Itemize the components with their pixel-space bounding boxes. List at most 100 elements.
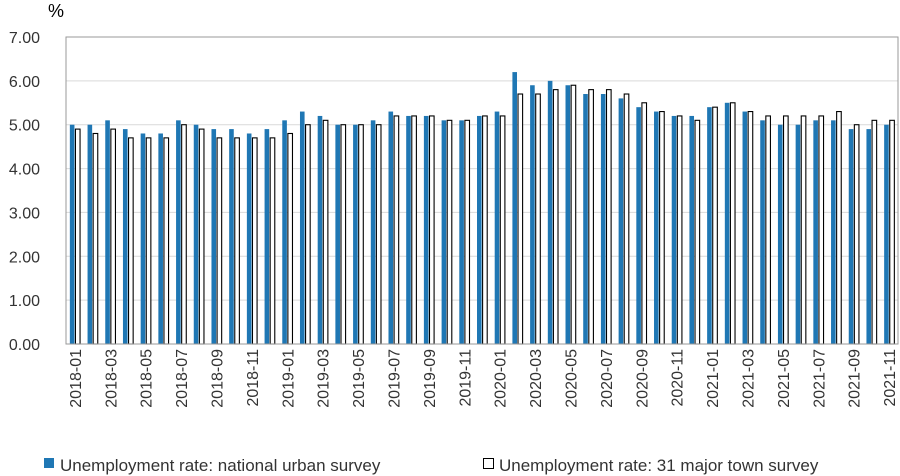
- bar-31-major-town: [570, 84, 577, 345]
- bar-31-major-town: [234, 137, 240, 345]
- bar-31-major-town: [871, 119, 878, 345]
- bar-national-urban: [884, 124, 889, 344]
- bar-national-urban: [565, 85, 571, 344]
- bar-national-urban: [848, 129, 854, 344]
- y-tick-label: 5.00: [9, 118, 40, 135]
- bar-national-urban: [229, 129, 234, 344]
- bar-national-urban: [299, 111, 305, 344]
- bar-31-major-town: [198, 128, 205, 345]
- bar-national-urban: [105, 120, 110, 344]
- x-tick-label: 2020-05: [564, 349, 581, 408]
- x-tick-label: 2021-09: [847, 349, 864, 408]
- bar-31-major-town: [782, 115, 789, 345]
- bar-31-major-town: [729, 102, 736, 345]
- bar-31-major-town: [482, 115, 488, 345]
- bar-national-urban: [282, 120, 287, 344]
- bar-31-major-town: [659, 111, 665, 345]
- x-axis-ticks: 2018-01 2018-03 2018-05 2018-07 2018-09 2018-…: [68, 349, 899, 408]
- bar-national-urban: [264, 129, 270, 344]
- x-tick-label: 2021-03: [741, 349, 758, 408]
- bar-national-urban: [547, 80, 553, 344]
- x-tick-label: 2018-11: [245, 349, 262, 407]
- bar-national-urban: [813, 120, 818, 344]
- y-tick-label: 7.00: [9, 30, 40, 47]
- x-tick-label: 2018-01: [68, 349, 85, 408]
- bar-31-major-town: [287, 132, 294, 345]
- x-tick-label: 2020-09: [634, 349, 651, 408]
- bar-national-urban: [689, 115, 695, 344]
- bar-31-major-town: [375, 124, 382, 345]
- bar-31-major-town: [552, 89, 559, 345]
- bar-national-urban: [335, 124, 340, 344]
- bar-31-major-town: [74, 128, 81, 345]
- bar-national-urban: [707, 107, 712, 345]
- y-tick-label: 1.00: [9, 293, 40, 310]
- bar-national-urban: [193, 124, 199, 344]
- bar-31-major-town: [836, 111, 842, 345]
- y-tick-label: 6.00: [9, 74, 40, 91]
- bar-31-major-town: [464, 119, 471, 345]
- x-tick-label: 2019-09: [422, 349, 439, 408]
- x-tick-label: 2021-07: [811, 349, 828, 408]
- x-tick-label: 2018-05: [139, 349, 156, 408]
- y-axis-ticks: 0.00 1.00 2.00 3.00 4.00 5.00 6.00 7.00: [9, 30, 40, 354]
- bar-31-major-town: [623, 93, 630, 345]
- bar-31-major-town: [747, 111, 754, 345]
- bar-31-major-town: [517, 93, 524, 345]
- bar-national-urban: [406, 115, 411, 344]
- bar-31-major-town: [428, 115, 435, 345]
- bar-31-major-town: [605, 89, 612, 345]
- bar-national-urban: [654, 111, 659, 344]
- bar-31-major-town: [676, 115, 683, 345]
- bar-31-major-town: [340, 124, 347, 345]
- bar-31-major-town: [358, 124, 364, 345]
- bar-31-major-town: [110, 128, 117, 345]
- bar-31-major-town: [128, 137, 134, 345]
- bar-national-urban: [512, 72, 518, 344]
- bar-national-urban: [122, 129, 128, 344]
- bar-national-urban: [477, 115, 482, 344]
- bar-national-urban: [317, 115, 323, 344]
- x-tick-label: 2020-07: [599, 349, 616, 408]
- bar-31-major-town: [818, 115, 825, 345]
- bar-31-major-town: [92, 132, 99, 345]
- bar-31-major-town: [535, 93, 541, 345]
- bar-31-major-town: [889, 119, 895, 345]
- bar-national-urban: [636, 107, 641, 345]
- bar-national-urban: [795, 124, 801, 344]
- x-tick-label: 2019-01: [280, 349, 297, 408]
- bar-31-major-town: [269, 137, 276, 345]
- x-tick-label: 2020-01: [493, 349, 510, 408]
- bar-national-urban: [246, 133, 252, 344]
- bar-national-urban: [441, 120, 447, 344]
- x-tick-label: 2019-07: [386, 349, 403, 408]
- y-tick-label: 0.00: [9, 337, 40, 354]
- bar-national-urban: [866, 129, 872, 344]
- bar-national-urban: [459, 120, 464, 344]
- x-tick-label: 2021-05: [776, 349, 793, 408]
- bar-national-urban: [388, 111, 394, 344]
- bar-national-urban: [370, 120, 376, 344]
- bar-national-urban: [140, 133, 146, 344]
- plot-frame: [65, 36, 899, 345]
- bar-31-major-town: [393, 115, 400, 345]
- bar-national-urban: [760, 120, 765, 344]
- x-tick-label: 2020-11: [670, 349, 687, 407]
- bar-31-major-town: [499, 115, 506, 345]
- legend-swatch-31-major-town: [483, 458, 494, 469]
- bar-31-major-town: [251, 137, 258, 345]
- y-tick-label: 3.00: [9, 205, 40, 222]
- legend-swatch-national-urban: [44, 458, 54, 468]
- bar-31-major-town: [181, 124, 187, 345]
- gridlines: [66, 36, 898, 301]
- x-tick-label: 2019-03: [316, 349, 333, 408]
- bar-national-urban: [583, 94, 588, 344]
- bar-national-urban: [494, 111, 500, 344]
- bar-national-urban: [69, 124, 75, 344]
- legend: Unemployment rate: national urban survey…: [44, 456, 819, 475]
- bar-series: [69, 72, 895, 345]
- bar-national-urban: [158, 133, 163, 344]
- bar-national-urban: [600, 94, 606, 344]
- x-tick-label: 2019-05: [351, 349, 368, 408]
